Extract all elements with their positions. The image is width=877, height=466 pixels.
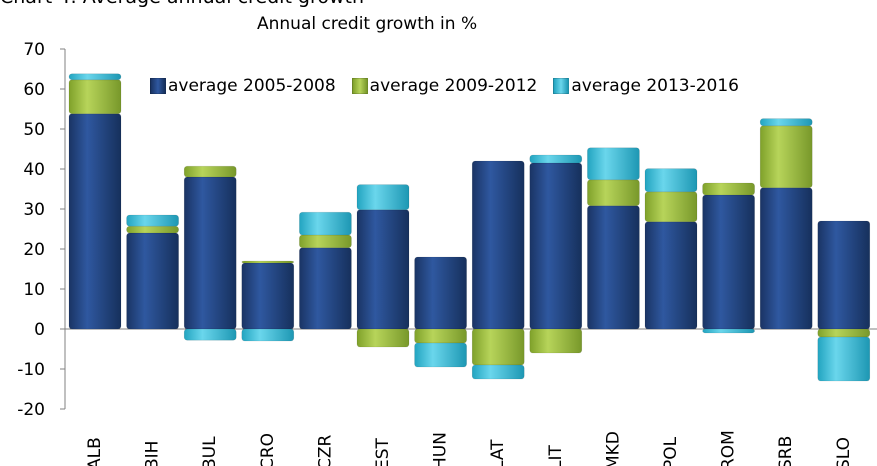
bar-lat-series-2 [471, 328, 525, 366]
x-tick-label: LAT [488, 439, 508, 466]
x-tick-label: MKD [603, 431, 623, 466]
bar-pol-series-1 [644, 221, 698, 330]
y-tick-label: -20 [17, 400, 45, 420]
bar-srb-series-1 [759, 187, 813, 330]
bar-bul-series-3 [183, 328, 237, 341]
bar-czr-series-1 [299, 247, 352, 330]
bar-bul-series-1 [183, 176, 237, 330]
bar-lit-series-1 [529, 162, 583, 330]
y-tick-label: 40 [23, 160, 45, 180]
legend-swatch-series-2 [351, 78, 368, 94]
bar-rom-series-1 [702, 194, 755, 330]
labels-layer: 70 60 50 40 30 20 10 0 -10 -20 ALB BIH BUL CRO CZR EST H… [17, 40, 854, 466]
chart-title: Annual credit growth in % [257, 14, 478, 34]
bar-mkd-series-1 [587, 205, 640, 330]
bar-cro-series-3 [241, 328, 295, 342]
legend-label-series-1: average 2005-2008 [168, 76, 336, 96]
bar-rom-series-2 [702, 182, 755, 196]
x-tick-label: BIH [143, 441, 163, 466]
bar-est-series-1 [356, 209, 410, 330]
bar-srb-series-2 [759, 125, 813, 189]
bar-hun-series-2 [414, 328, 467, 344]
legend: average 2005-2008 average 2009-2012 aver… [150, 76, 755, 96]
bar-slo-series-2 [817, 328, 871, 338]
x-tick-label: CZR [315, 434, 335, 466]
bar-alb-series-3 [68, 73, 122, 81]
y-tick-label: 50 [23, 120, 45, 140]
x-tick-label: LIT [546, 445, 566, 466]
bar-lit-series-3 [529, 154, 583, 164]
bars-layer [68, 73, 871, 382]
bar-bih-series-3 [126, 214, 179, 227]
bar-mkd-series-3 [587, 147, 640, 181]
bar-cro-series-2 [241, 260, 295, 264]
bar-hun-series-3 [414, 342, 467, 368]
bar-pol-series-3 [644, 168, 698, 193]
x-tick-label: ROM [719, 430, 739, 466]
bar-lit-series-2 [529, 328, 583, 354]
y-tick-label: 30 [23, 200, 45, 220]
legend-swatch-series-3 [553, 78, 570, 94]
legend-item-series-3: average 2013-2016 [553, 76, 739, 96]
bar-hun-series-1 [414, 256, 467, 330]
y-tick-label: -10 [17, 360, 45, 380]
bar-cro-series-1 [241, 262, 295, 330]
y-tick-label: 0 [34, 320, 45, 340]
legend-item-series-2: average 2009-2012 [351, 76, 538, 96]
x-tick-label: BUL [200, 436, 220, 466]
bar-pol-series-2 [644, 191, 698, 223]
bar-bul-series-2 [183, 165, 237, 178]
legend-label-series-2: average 2009-2012 [369, 76, 538, 96]
y-tick-label: 60 [23, 80, 45, 100]
legend-item-series-1: average 2005-2008 [150, 76, 336, 96]
bar-bih-series-1 [126, 232, 179, 330]
bar-alb-series-1 [68, 113, 122, 330]
bar-slo-series-3 [817, 336, 871, 382]
bar-srb-series-3 [759, 118, 813, 127]
bar-lat-series-1 [471, 160, 525, 330]
bar-est-series-3 [356, 184, 410, 211]
page-title: Chart 4: Average annual credit growth [0, 0, 364, 8]
bar-mkd-series-2 [587, 179, 640, 207]
bar-alb-series-2 [68, 79, 122, 115]
legend-swatch-series-1 [150, 78, 166, 94]
bar-bih-series-2 [126, 225, 179, 234]
bar-est-series-2 [356, 328, 410, 348]
bar-czr-series-3 [299, 211, 352, 236]
y-tick-label: 70 [23, 40, 45, 60]
bar-slo-series-1 [817, 220, 871, 330]
x-tick-label: ALB [85, 437, 105, 466]
legend-label-series-3: average 2013-2016 [571, 76, 740, 96]
x-tick-label: HUN [431, 432, 451, 466]
x-tick-label: CRO [258, 433, 278, 466]
bar-rom-series-3 [702, 328, 755, 334]
x-tick-label: SLO [834, 437, 854, 466]
bar-czr-series-2 [299, 234, 352, 249]
y-tick-label: 20 [23, 240, 45, 260]
x-tick-label: POL [661, 436, 681, 466]
y-tick-label: 10 [23, 280, 45, 300]
bar-lat-series-3 [471, 364, 525, 380]
x-tick-label: EST [373, 437, 393, 466]
x-tick-label: SRB [776, 436, 796, 466]
